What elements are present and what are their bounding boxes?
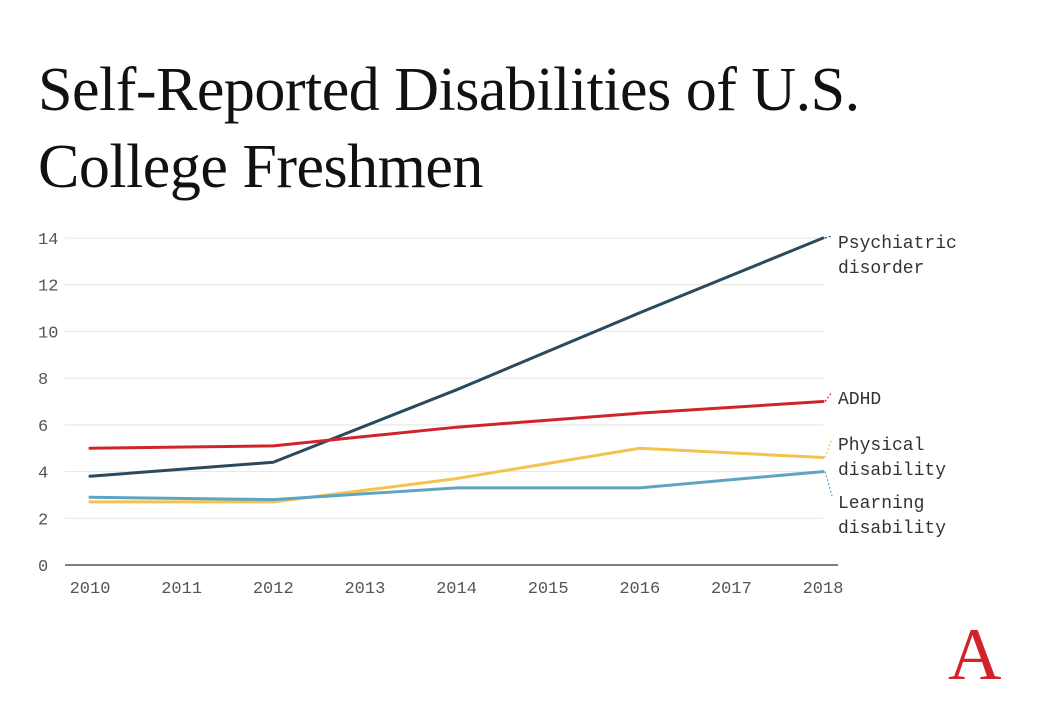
x-tick-label: 2014	[436, 580, 477, 599]
series-label: ADHD	[838, 390, 881, 410]
chart-title: Self-Reported Disabilities of U.S. Colle…	[38, 56, 860, 201]
y-tick-label: 0	[38, 558, 48, 577]
y-tick-label: 6	[38, 418, 48, 437]
axes: 0 2 4 6 8 10 12 14 2010 2011 2012 2013 2014 2015 2016 2…	[38, 231, 843, 599]
label-leader	[824, 391, 833, 402]
series-label: Learning	[838, 494, 924, 514]
series-label: disability	[838, 461, 946, 481]
label-leader	[824, 471, 833, 497]
grid-lines	[65, 237, 823, 519]
series-label: Physical	[838, 436, 924, 456]
series-label: disorder	[838, 259, 924, 279]
y-tick-label: 14	[38, 231, 58, 250]
label-leader	[824, 437, 833, 458]
y-tick-label: 12	[38, 278, 58, 297]
y-tick-label: 4	[38, 465, 48, 484]
x-tick-label: 2015	[528, 580, 569, 599]
series-line-1	[88, 400, 825, 450]
y-tick-label: 2	[38, 511, 48, 530]
brand-logo: A	[948, 614, 1002, 696]
series-lines	[88, 236, 825, 504]
label-leader	[824, 235, 833, 239]
series-label: Psychiatric	[838, 234, 957, 254]
x-tick-label: 2013	[344, 580, 385, 599]
series-line-0	[88, 236, 825, 478]
x-tick-label: 2012	[253, 580, 294, 599]
series-labels: Psychiatric disorder ADHD Physical disabilit…	[824, 234, 957, 539]
x-tick-label: 2018	[803, 580, 844, 599]
x-tick-label: 2011	[161, 580, 202, 599]
series-label: disability	[838, 519, 946, 539]
series-line-2	[88, 446, 825, 504]
x-tick-label: 2016	[619, 580, 660, 599]
x-tick-label: 2017	[711, 580, 752, 599]
y-tick-label: 8	[38, 371, 48, 390]
y-tick-label: 10	[38, 324, 58, 343]
series-line-3	[88, 470, 825, 502]
x-tick-label: 2010	[70, 580, 111, 599]
